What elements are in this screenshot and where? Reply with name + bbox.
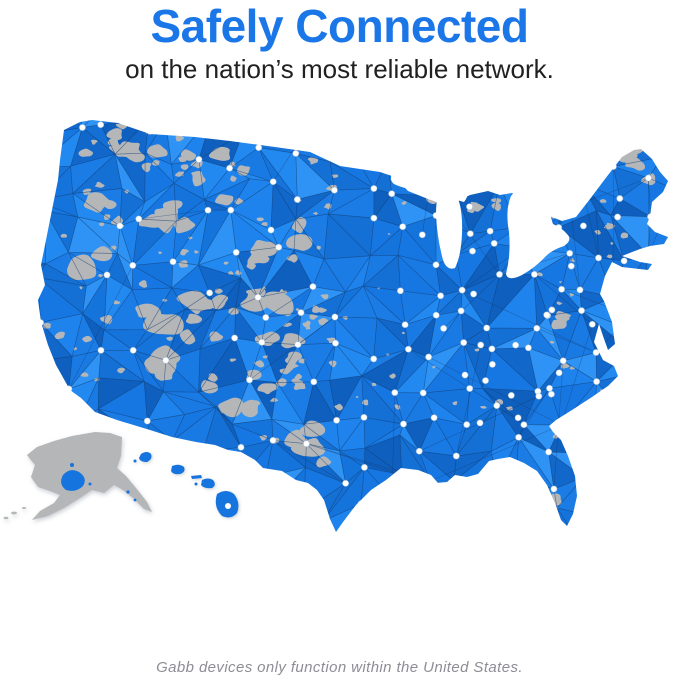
lakes-huron-erie-ontario xyxy=(506,186,570,279)
aleutian-island xyxy=(22,507,26,509)
aleutian-island xyxy=(11,511,17,515)
page-subtitle: on the nation’s most reliable network. xyxy=(125,53,554,84)
aleutian-island xyxy=(3,516,9,520)
page-title: Safely Connected xyxy=(150,0,530,52)
island-niihau xyxy=(133,459,137,463)
island-lanai xyxy=(194,482,198,486)
lake-superior xyxy=(390,156,468,202)
alaska-coverage-speck xyxy=(88,482,92,486)
great-lakes xyxy=(390,156,570,279)
us-coverage-map xyxy=(3,120,668,532)
alaska-coverage-patch xyxy=(61,470,85,491)
header: Safely Connected on the nation’s most re… xyxy=(0,0,679,85)
alaska-coverage-speck xyxy=(126,490,130,494)
network-node-dot xyxy=(225,503,231,509)
mainland-coverage-region xyxy=(38,120,668,532)
island-molokai xyxy=(191,475,202,479)
alaska-landmass xyxy=(27,432,152,520)
alaska-coverage-speck xyxy=(70,463,74,467)
disclaimer-text: Gabb devices only function within the Un… xyxy=(156,659,523,676)
alaska-coverage-speck xyxy=(133,498,137,502)
island-maui xyxy=(201,478,215,489)
island-oahu xyxy=(171,464,185,475)
island-kauai xyxy=(139,452,152,462)
hawaii xyxy=(133,452,239,518)
lake-michigan xyxy=(436,192,463,269)
alaska xyxy=(3,432,152,520)
